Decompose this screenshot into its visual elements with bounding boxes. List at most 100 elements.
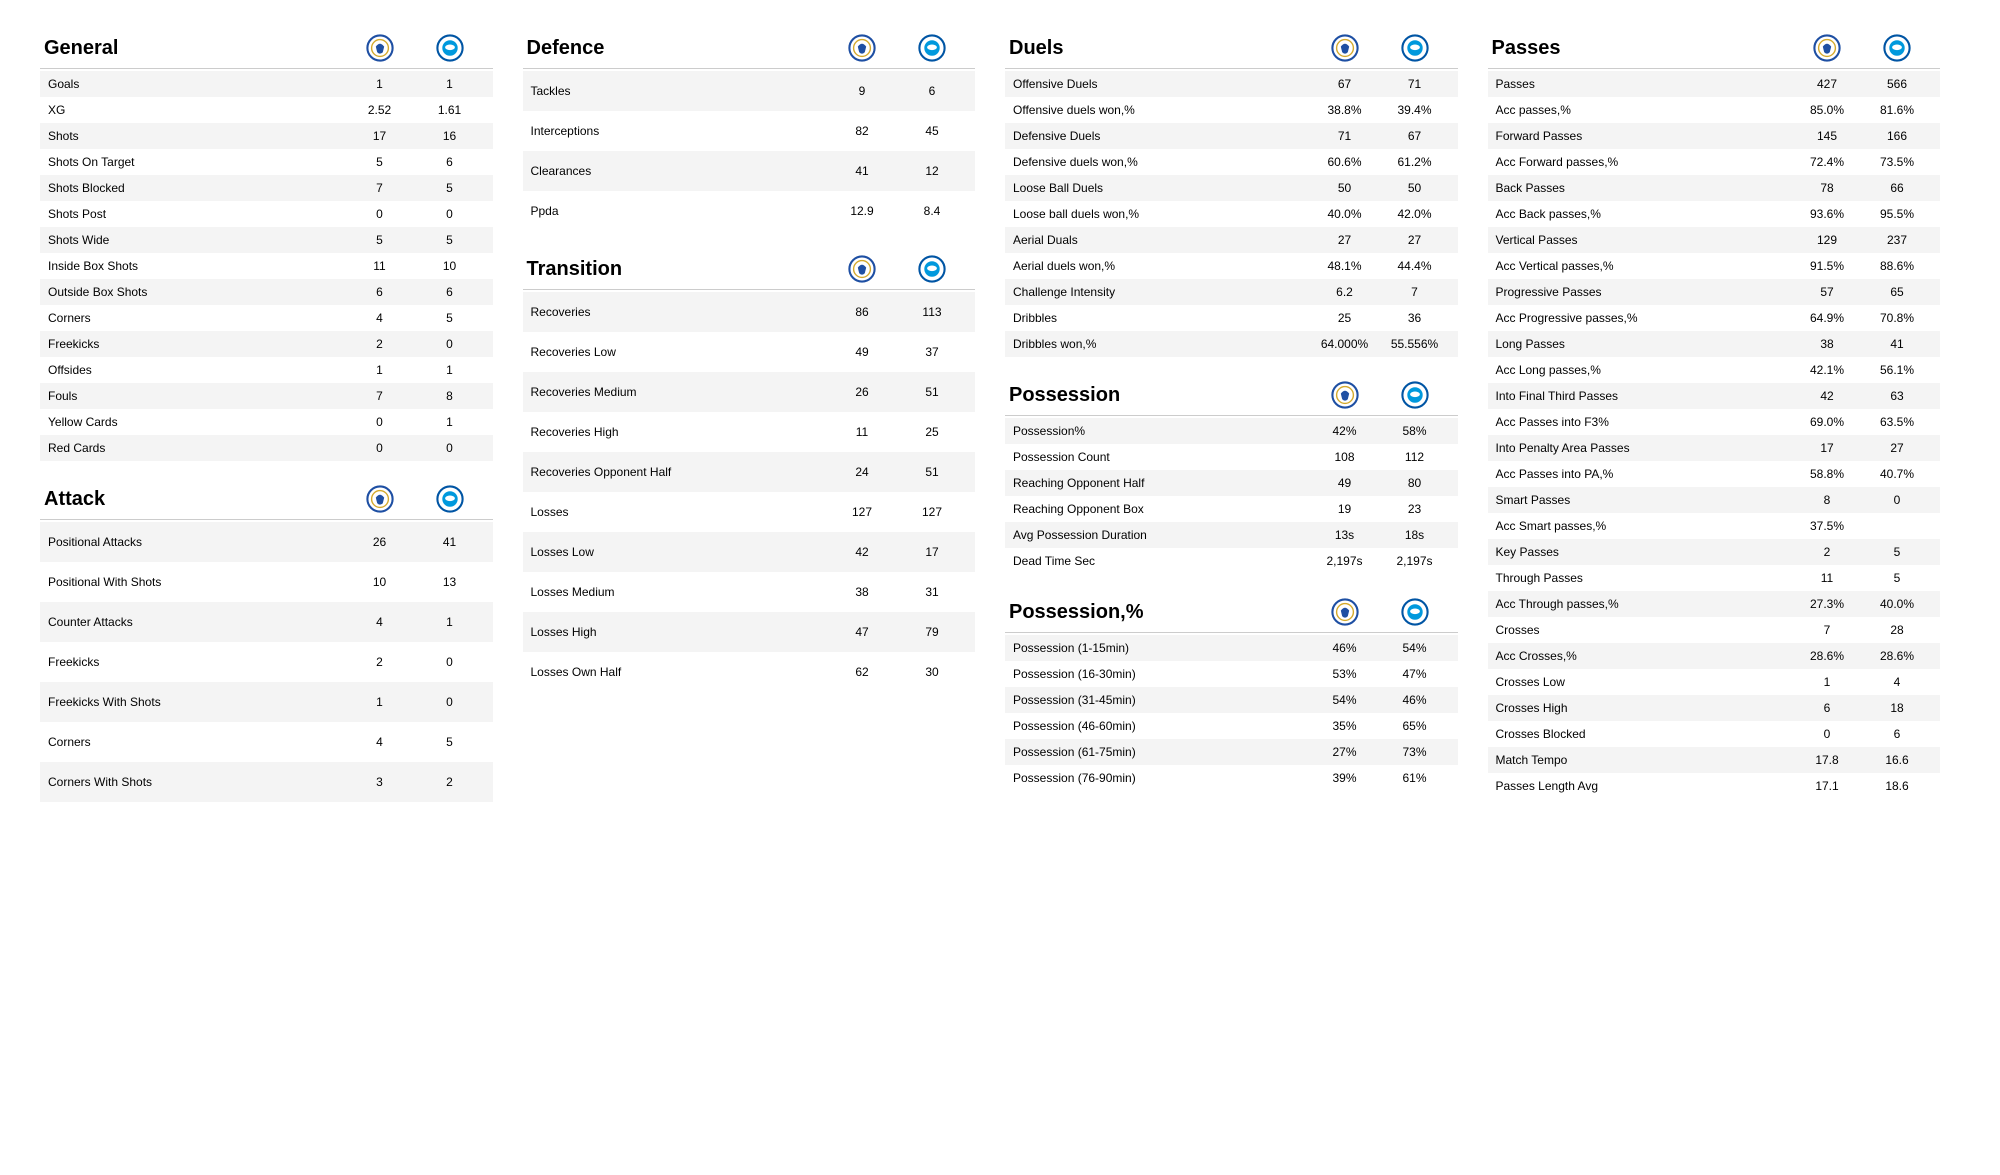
stat-label: Goals [48,77,345,91]
stat-row: Aerial duels won,% 48.1% 44.4% [1005,253,1458,279]
team-b-badge-icon [1401,381,1429,409]
stat-label: Losses [531,505,828,519]
team-a-badge [1331,34,1359,62]
section-possession_pct: Possession,% Possession (1-15min) 46% 54… [1005,594,1458,791]
stat-row: Passes 427 566 [1488,71,1941,97]
column-4: Passes Passes 427 566 Acc passes,% 85.0%… [1488,30,1941,822]
stat-row: Dribbles 25 36 [1005,305,1458,331]
stat-row: Possession (76-90min) 39% 61% [1005,765,1458,791]
stat-label: Possession (46-60min) [1013,719,1310,733]
section-head: Attack [40,481,493,520]
stat-value-a: 2.52 [345,103,415,117]
stat-row: Acc Forward passes,% 72.4% 73.5% [1488,149,1941,175]
stat-value-a: 42.1% [1792,363,1862,377]
stat-value-a: 62 [827,665,897,679]
stat-label: Interceptions [531,124,828,138]
stat-value-a: 17 [345,129,415,143]
stat-value-b: 44.4% [1380,259,1450,273]
stat-value-b: 79 [897,625,967,639]
stat-value-b: 40.7% [1862,467,1932,481]
stat-label: Defensive duels won,% [1013,155,1310,169]
section-head: Duels [1005,30,1458,69]
stat-value-a: 27.3% [1792,597,1862,611]
stat-label: Corners [48,735,345,749]
stat-label: Acc Passes into F3% [1496,415,1793,429]
stat-value-b: 0 [415,337,485,351]
stat-value-a: 38 [827,585,897,599]
stat-value-b: 12 [897,164,967,178]
stat-value-a: 145 [1792,129,1862,143]
stat-label: Positional Attacks [48,535,345,549]
stat-row: Acc Back passes,% 93.6% 95.5% [1488,201,1941,227]
stat-value-a: 10 [345,575,415,589]
stat-value-a: 42 [1792,389,1862,403]
team-b-badge-icon [918,34,946,62]
stat-label: Back Passes [1496,181,1793,195]
stat-label: Aerial Duals [1013,233,1310,247]
stat-row: Offensive Duels 67 71 [1005,71,1458,97]
stat-row: Yellow Cards 0 1 [40,409,493,435]
stat-row: Recoveries 86 113 [523,292,976,332]
column-3: Duels Offensive Duels 67 71 Offensive du… [1005,30,1458,822]
stat-label: Possession (1-15min) [1013,641,1310,655]
stat-label: Reaching Opponent Box [1013,502,1310,516]
stat-value-b: 18.6 [1862,779,1932,793]
stat-row: Goals 1 1 [40,71,493,97]
stat-value-a: 42% [1310,424,1380,438]
stat-value-a: 11 [345,259,415,273]
stat-row: Tackles 9 6 [523,71,976,111]
stat-label: Acc Through passes,% [1496,597,1793,611]
stat-label: Outside Box Shots [48,285,345,299]
stat-value-a: 39% [1310,771,1380,785]
stat-value-b: 5 [415,233,485,247]
stat-label: Freekicks With Shots [48,695,345,709]
stat-row: Challenge Intensity 6.2 7 [1005,279,1458,305]
team-a-badge-icon [366,485,394,513]
stat-value-b: 67 [1380,129,1450,143]
stat-label: Dribbles [1013,311,1310,325]
column-2: Defence Tackles 9 6 Interceptions 82 45 … [523,30,976,822]
stat-value-a: 4 [345,311,415,325]
stat-row: Into Penalty Area Passes 17 27 [1488,435,1941,461]
team-a-badge-icon [1331,381,1359,409]
stat-value-a: 17.1 [1792,779,1862,793]
stat-label: Avg Possession Duration [1013,528,1310,542]
stat-row: Shots Wide 5 5 [40,227,493,253]
stat-value-b: 18 [1862,701,1932,715]
team-a-badge [1331,598,1359,626]
stat-value-a: 1 [345,363,415,377]
stat-row: Acc Through passes,% 27.3% 40.0% [1488,591,1941,617]
stat-value-b: 1 [415,415,485,429]
stat-label: Loose ball duels won,% [1013,207,1310,221]
stat-value-b: 63 [1862,389,1932,403]
stat-value-b: 30 [897,665,967,679]
stat-label: Key Passes [1496,545,1793,559]
stat-value-b: 566 [1862,77,1932,91]
team-a-badge [848,255,876,283]
stat-value-b: 41 [1862,337,1932,351]
stat-label: Crosses Blocked [1496,727,1793,741]
stat-value-b: 61.2% [1380,155,1450,169]
stat-value-b: 113 [897,305,967,319]
stat-value-a: 2,197s [1310,554,1380,568]
stat-value-b: 0 [415,655,485,669]
stat-row: Positional Attacks 26 41 [40,522,493,562]
section-general: General Goals 1 1 XG 2.52 1.61 Shots 17 … [40,30,493,461]
stat-value-a: 82 [827,124,897,138]
stat-value-b: 1.61 [415,103,485,117]
stat-row: Smart Passes 8 0 [1488,487,1941,513]
stat-value-a: 40.0% [1310,207,1380,221]
stat-value-a: 42 [827,545,897,559]
section-head: Passes [1488,30,1941,69]
stat-label: Acc Progressive passes,% [1496,311,1793,325]
stat-label: Corners With Shots [48,775,345,789]
stat-value-b: 46% [1380,693,1450,707]
stat-value-a: 17.8 [1792,753,1862,767]
stat-value-a: 0 [1792,727,1862,741]
stat-label: XG [48,103,345,117]
stat-label: Offsides [48,363,345,377]
stat-row: Acc Long passes,% 42.1% 56.1% [1488,357,1941,383]
stat-label: Defensive Duels [1013,129,1310,143]
stat-label: Acc Crosses,% [1496,649,1793,663]
stat-label: Dead Time Sec [1013,554,1310,568]
